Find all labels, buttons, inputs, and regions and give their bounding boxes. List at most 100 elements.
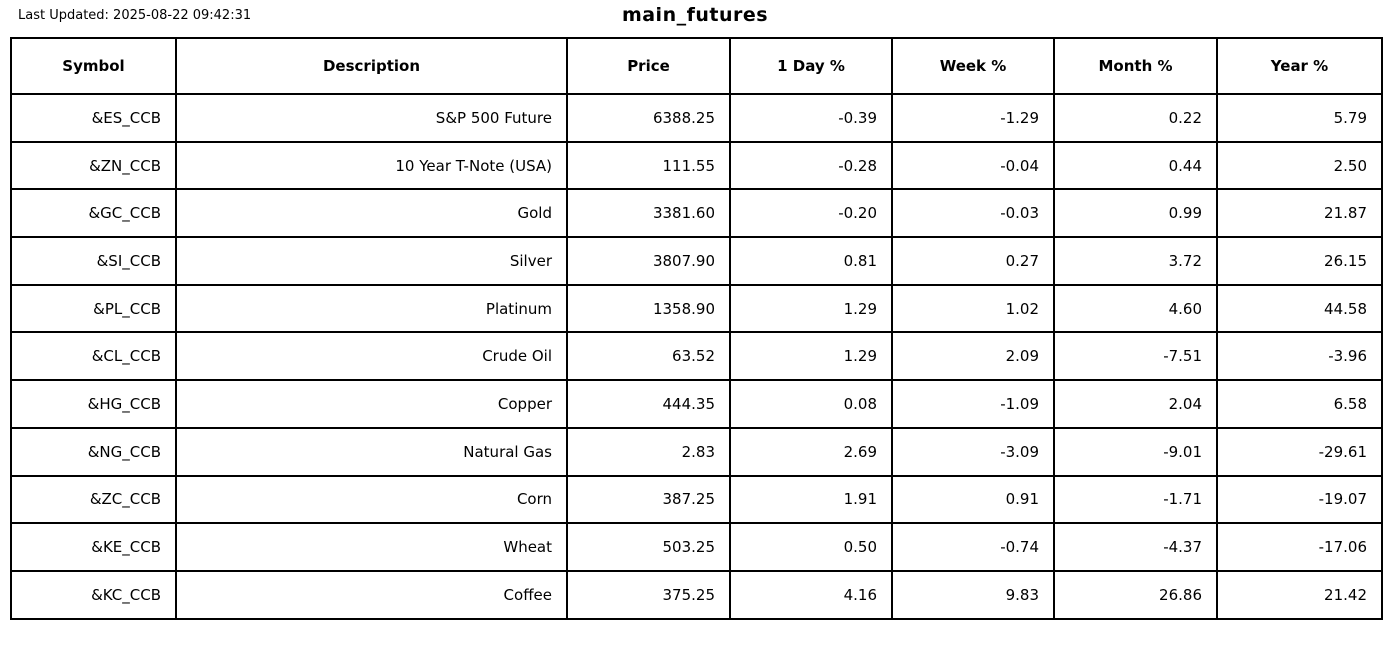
symbol-cell: &NG_CCB	[10, 426, 177, 477]
month-change-cell: 26.86	[1053, 569, 1218, 620]
column-header-description: Description	[175, 37, 568, 95]
week-change-cell: 1.02	[891, 283, 1055, 334]
week-change-cell: -0.74	[891, 522, 1055, 572]
symbol-cell: &GC_CCB	[10, 188, 177, 239]
month-change-cell: 0.99	[1053, 188, 1218, 239]
day-change-cell: 0.81	[729, 236, 893, 286]
description-cell: Crude Oil	[175, 331, 568, 382]
year-change-cell: 21.87	[1216, 188, 1383, 239]
column-header-week: Week %	[891, 37, 1055, 95]
day-change-cell: 0.50	[729, 522, 893, 572]
day-change-cell: -0.39	[729, 93, 893, 143]
description-cell: Gold	[175, 188, 568, 239]
column-header-month: Month %	[1053, 37, 1218, 95]
column-header-1day: 1 Day %	[729, 37, 893, 95]
description-cell: Corn	[175, 474, 568, 525]
year-change-cell: -17.06	[1216, 522, 1383, 572]
day-change-cell: 1.91	[729, 474, 893, 525]
year-change-cell: -3.96	[1216, 331, 1383, 382]
month-change-cell: 2.04	[1053, 379, 1218, 429]
day-change-cell: 1.29	[729, 331, 893, 382]
day-change-cell: 0.08	[729, 379, 893, 429]
price-cell: 2.83	[566, 426, 731, 477]
symbol-cell: &CL_CCB	[10, 331, 177, 382]
price-cell: 503.25	[566, 522, 731, 572]
month-change-cell: 4.60	[1053, 283, 1218, 334]
month-change-cell: -7.51	[1053, 331, 1218, 382]
price-cell: 63.52	[566, 331, 731, 382]
day-change-cell: -0.20	[729, 188, 893, 239]
price-cell: 111.55	[566, 140, 731, 191]
page-title: main_futures	[621, 4, 769, 26]
week-change-cell: 0.91	[891, 474, 1055, 525]
month-change-cell: 0.44	[1053, 140, 1218, 191]
price-cell: 3807.90	[566, 236, 731, 286]
year-change-cell: 5.79	[1216, 93, 1383, 143]
price-cell: 6388.25	[566, 93, 731, 143]
day-change-cell: 1.29	[729, 283, 893, 334]
price-cell: 3381.60	[566, 188, 731, 239]
table-row: &NG_CCB Natural Gas 2.83 2.69 -3.09 -9.0…	[10, 426, 1383, 477]
column-header-year: Year %	[1216, 37, 1383, 95]
day-change-cell: -0.28	[729, 140, 893, 191]
year-change-cell: 2.50	[1216, 140, 1383, 191]
column-header-symbol: Symbol	[10, 37, 177, 95]
month-change-cell: -4.37	[1053, 522, 1218, 572]
symbol-cell: &PL_CCB	[10, 283, 177, 334]
description-cell: Wheat	[175, 522, 568, 572]
day-change-cell: 4.16	[729, 569, 893, 620]
table-row: &ES_CCB S&P 500 Future 6388.25 -0.39 -1.…	[10, 93, 1383, 143]
table-row: &CL_CCB Crude Oil 63.52 1.29 2.09 -7.51 …	[10, 331, 1383, 382]
month-change-cell: -9.01	[1053, 426, 1218, 477]
symbol-cell: &ZC_CCB	[10, 474, 177, 525]
table-row: &ZC_CCB Corn 387.25 1.91 0.91 -1.71 -19.…	[10, 474, 1383, 525]
table-row: &SI_CCB Silver 3807.90 0.81 0.27 3.72 26…	[10, 236, 1383, 286]
symbol-cell: &ZN_CCB	[10, 140, 177, 191]
description-cell: Copper	[175, 379, 568, 429]
week-change-cell: -0.04	[891, 140, 1055, 191]
week-change-cell: -1.09	[891, 379, 1055, 429]
symbol-cell: &KC_CCB	[10, 569, 177, 620]
month-change-cell: -1.71	[1053, 474, 1218, 525]
description-cell: 10 Year T-Note (USA)	[175, 140, 568, 191]
symbol-cell: &HG_CCB	[10, 379, 177, 429]
description-cell: Silver	[175, 236, 568, 286]
symbol-cell: &SI_CCB	[10, 236, 177, 286]
year-change-cell: 6.58	[1216, 379, 1383, 429]
table-header-row: Symbol Description Price 1 Day % Week % …	[10, 37, 1383, 95]
year-change-cell: -19.07	[1216, 474, 1383, 525]
month-change-cell: 0.22	[1053, 93, 1218, 143]
price-cell: 444.35	[566, 379, 731, 429]
week-change-cell: -3.09	[891, 426, 1055, 477]
column-header-price: Price	[566, 37, 731, 95]
year-change-cell: -29.61	[1216, 426, 1383, 477]
week-change-cell: 0.27	[891, 236, 1055, 286]
table-row: &HG_CCB Copper 444.35 0.08 -1.09 2.04 6.…	[10, 379, 1383, 429]
year-change-cell: 26.15	[1216, 236, 1383, 286]
price-cell: 1358.90	[566, 283, 731, 334]
month-change-cell: 3.72	[1053, 236, 1218, 286]
year-change-cell: 21.42	[1216, 569, 1383, 620]
table-row: &KE_CCB Wheat 503.25 0.50 -0.74 -4.37 -1…	[10, 522, 1383, 572]
symbol-cell: &ES_CCB	[10, 93, 177, 143]
description-cell: Natural Gas	[175, 426, 568, 477]
table-row: &GC_CCB Gold 3381.60 -0.20 -0.03 0.99 21…	[10, 188, 1383, 239]
description-cell: Coffee	[175, 569, 568, 620]
table-row: &PL_CCB Platinum 1358.90 1.29 1.02 4.60 …	[10, 283, 1383, 334]
description-cell: Platinum	[175, 283, 568, 334]
table-row: &KC_CCB Coffee 375.25 4.16 9.83 26.86 21…	[10, 569, 1383, 620]
day-change-cell: 2.69	[729, 426, 893, 477]
futures-table: Symbol Description Price 1 Day % Week % …	[10, 37, 1383, 620]
price-cell: 375.25	[566, 569, 731, 620]
week-change-cell: -0.03	[891, 188, 1055, 239]
symbol-cell: &KE_CCB	[10, 522, 177, 572]
week-change-cell: 2.09	[891, 331, 1055, 382]
last-updated-label: Last Updated: 2025-08-22 09:42:31	[18, 8, 252, 23]
price-cell: 387.25	[566, 474, 731, 525]
description-cell: S&P 500 Future	[175, 93, 568, 143]
table-row: &ZN_CCB 10 Year T-Note (USA) 111.55 -0.2…	[10, 140, 1383, 191]
week-change-cell: 9.83	[891, 569, 1055, 620]
week-change-cell: -1.29	[891, 93, 1055, 143]
year-change-cell: 44.58	[1216, 283, 1383, 334]
